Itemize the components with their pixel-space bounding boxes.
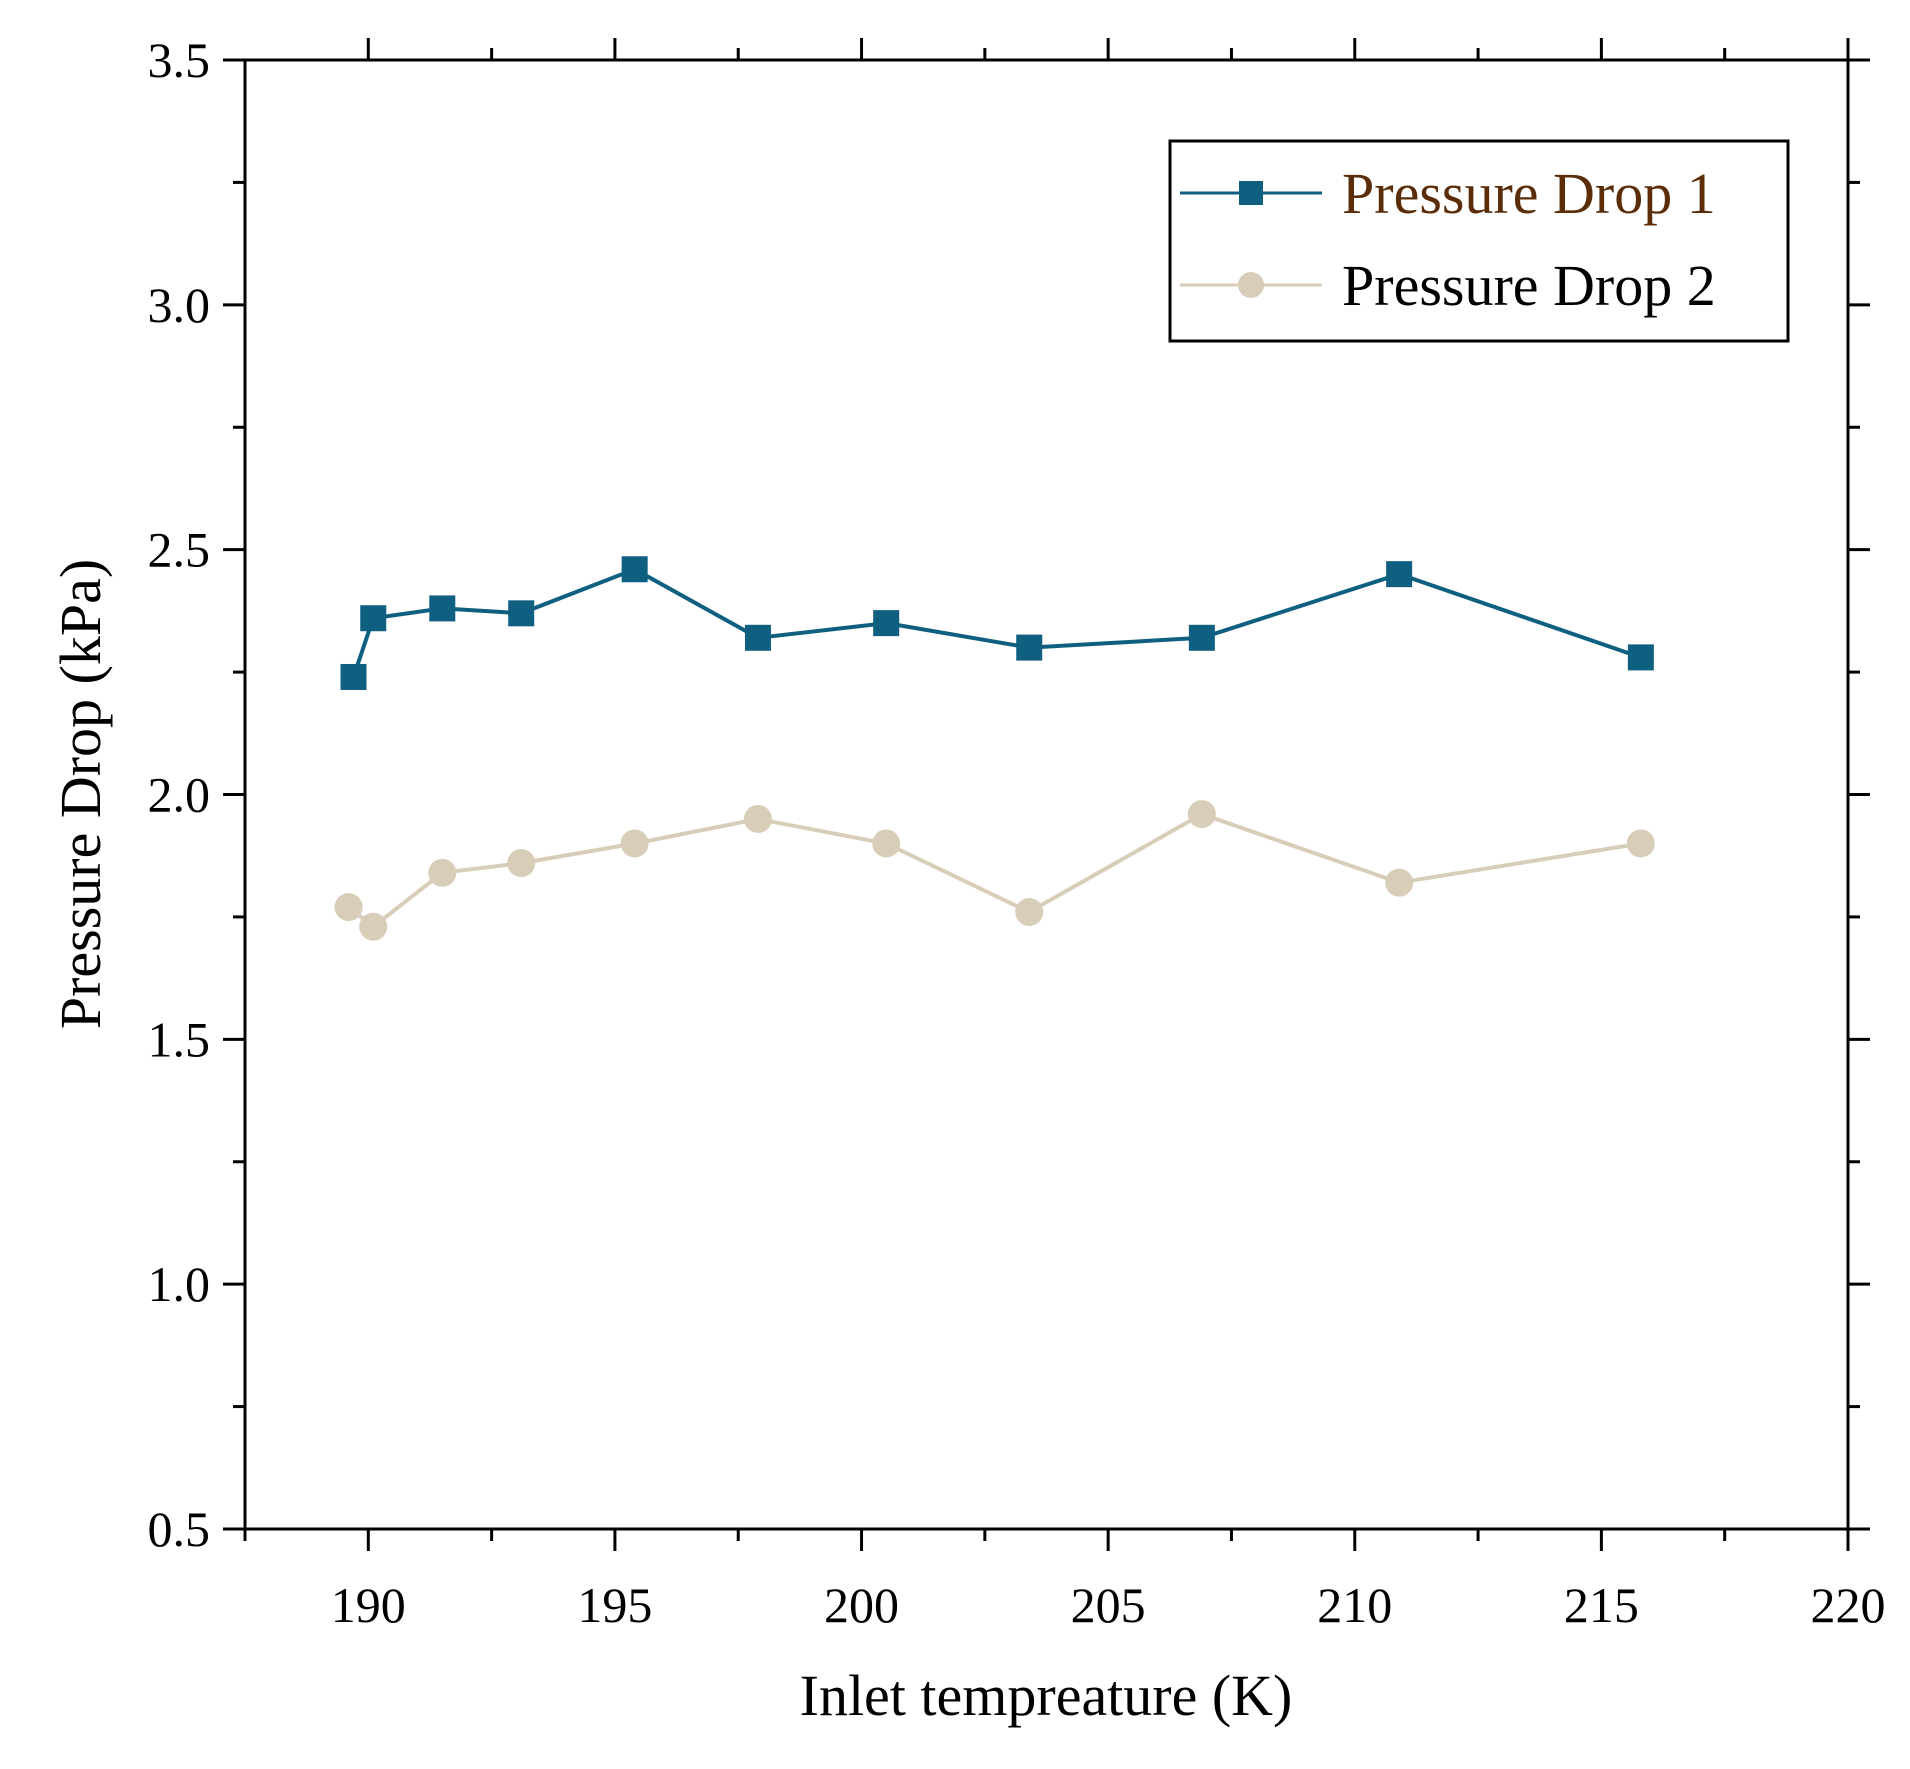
x-tick-label: 195 [577, 1577, 652, 1633]
x-tick-label: 210 [1317, 1577, 1392, 1633]
legend-label-pressure-drop-2: Pressure Drop 2 [1342, 253, 1716, 318]
data-point-pressure-drop-1 [621, 556, 648, 583]
data-point-pressure-drop-2 [359, 912, 388, 941]
data-point-pressure-drop-2 [507, 849, 536, 878]
y-tick-label: 2.0 [148, 767, 211, 823]
y-tick-label: 2.5 [148, 522, 211, 578]
data-point-pressure-drop-1 [508, 600, 535, 627]
legend-box [1168, 139, 1790, 343]
data-point-pressure-drop-2 [334, 893, 363, 922]
data-point-pressure-drop-2 [1187, 800, 1216, 829]
x-tick-label: 190 [331, 1577, 406, 1633]
axis-tick-labels: 190 195 200 205 210 215 220 0.5 1.0 1.5 2.0 2.5 3.0 3… [148, 32, 1886, 1633]
legend-marker-pressure-drop-2 [1238, 272, 1264, 298]
data-point-pressure-drop-1 [360, 605, 387, 632]
data-point-pressure-drop-1 [340, 663, 367, 690]
data-point-pressure-drop-1 [744, 624, 771, 651]
data-point-pressure-drop-2 [743, 804, 772, 833]
data-point-pressure-drop-2 [620, 829, 649, 858]
data-point-pressure-drop-2 [872, 829, 901, 858]
x-tick-label: 200 [824, 1577, 899, 1633]
legend-marker-pressure-drop-1 [1239, 181, 1263, 205]
data-point-pressure-drop-1 [1627, 644, 1654, 671]
series-line-pressure-drop-1 [351, 567, 1642, 678]
y-tick-label: 1.0 [148, 1256, 211, 1312]
x-tick-label: 205 [1071, 1577, 1146, 1633]
data-point-pressure-drop-1 [1386, 561, 1413, 588]
data-point-pressure-drop-2 [1015, 898, 1044, 927]
x-axis-title: Inlet tempreature (K) [800, 1663, 1293, 1728]
data-point-pressure-drop-2 [1626, 829, 1655, 858]
legend: Pressure Drop 1 Pressure Drop 2 [1168, 139, 1790, 343]
data-point-pressure-drop-1 [1188, 624, 1215, 651]
y-tick-label: 1.5 [148, 1011, 211, 1067]
data-point-pressure-drop-2 [428, 858, 457, 887]
y-tick-label: 3.0 [148, 277, 211, 333]
series-layer [334, 556, 1655, 941]
x-tick-label: 215 [1564, 1577, 1639, 1633]
y-tick-label: 3.5 [148, 32, 211, 88]
data-point-pressure-drop-1 [1016, 634, 1043, 661]
axis-ticks [223, 38, 1870, 1551]
series-line-pressure-drop-2 [347, 811, 1642, 930]
y-tick-label: 0.5 [148, 1501, 211, 1557]
y-axis-title: Pressure Drop (kPa) [48, 559, 113, 1029]
x-tick-label: 220 [1811, 1577, 1886, 1633]
legend-label-pressure-drop-1: Pressure Drop 1 [1342, 161, 1716, 226]
data-point-pressure-drop-2 [1385, 868, 1414, 897]
data-point-pressure-drop-1 [873, 610, 900, 637]
data-point-pressure-drop-1 [429, 595, 456, 622]
